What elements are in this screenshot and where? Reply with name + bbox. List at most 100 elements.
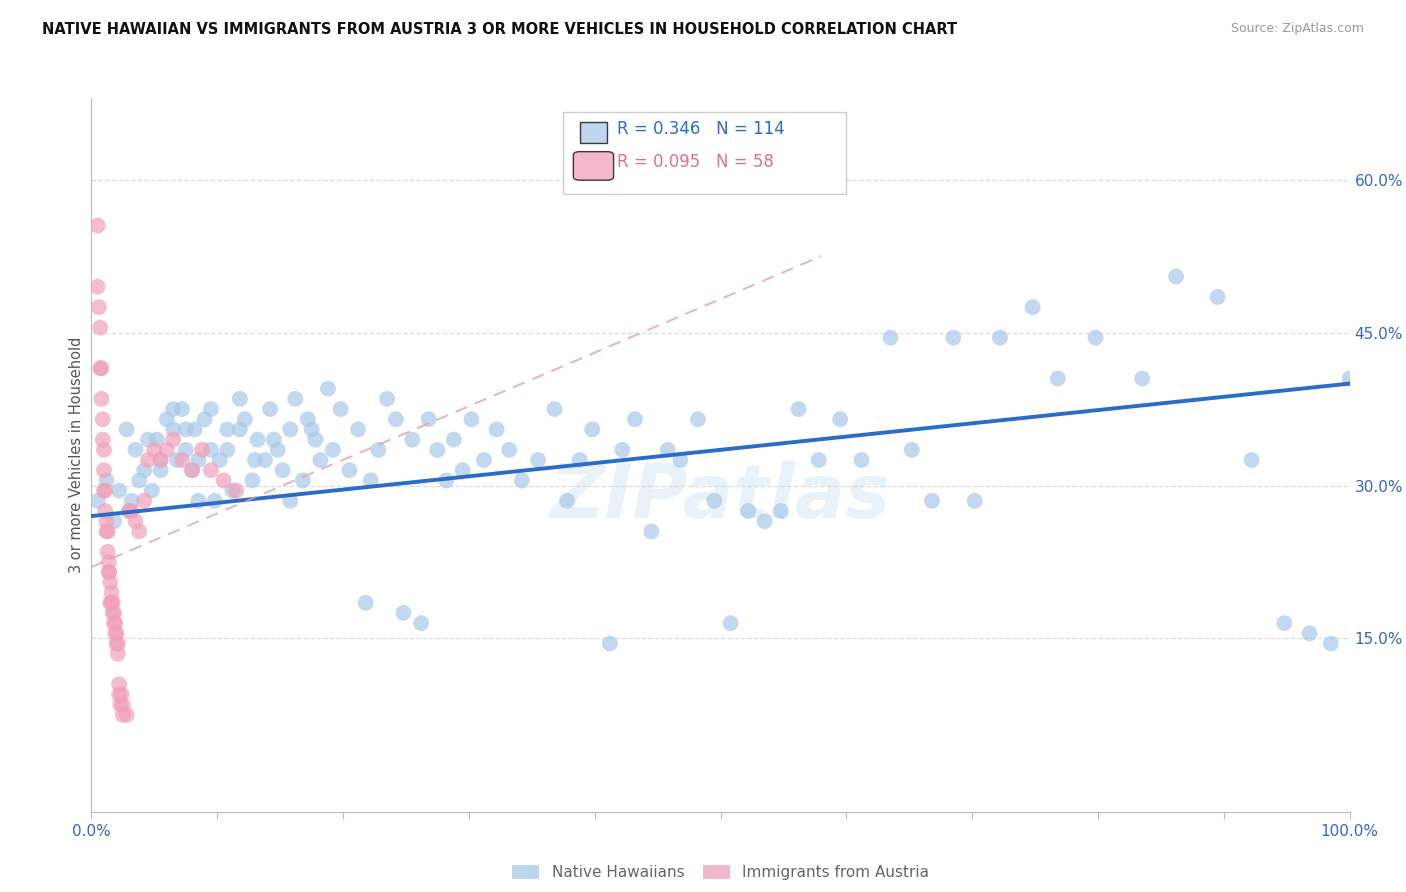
Native Hawaiians <box>166 453 188 467</box>
Immigrants from Austria <box>134 493 156 508</box>
Native Hawaiians <box>229 422 252 436</box>
Immigrants from Austria <box>111 698 134 712</box>
Native Hawaiians <box>669 453 692 467</box>
Native Hawaiians <box>720 616 742 631</box>
Native Hawaiians <box>498 442 520 457</box>
Native Hawaiians <box>194 412 217 426</box>
Native Hawaiians <box>271 463 294 477</box>
Immigrants from Austria <box>105 626 128 640</box>
Immigrants from Austria <box>101 606 124 620</box>
Immigrants from Austria <box>93 483 115 498</box>
Native Hawaiians <box>942 331 965 345</box>
Immigrants from Austria <box>96 514 118 528</box>
Immigrants from Austria <box>101 596 124 610</box>
Native Hawaiians <box>612 442 634 457</box>
Native Hawaiians <box>1339 371 1361 385</box>
Native Hawaiians <box>543 402 565 417</box>
Immigrants from Austria <box>91 412 114 426</box>
Native Hawaiians <box>174 442 197 457</box>
Immigrants from Austria <box>105 636 128 650</box>
Native Hawaiians <box>901 442 924 457</box>
Native Hawaiians <box>1084 331 1107 345</box>
Native Hawaiians <box>141 483 163 498</box>
Immigrants from Austria <box>100 585 122 599</box>
Immigrants from Austria <box>96 524 118 539</box>
Native Hawaiians <box>418 412 440 426</box>
Immigrants from Austria <box>110 688 132 702</box>
Native Hawaiians <box>1130 371 1153 385</box>
Text: R = 0.346   N = 114: R = 0.346 N = 114 <box>617 120 785 137</box>
Immigrants from Austria <box>200 463 222 477</box>
Immigrants from Austria <box>86 219 108 233</box>
Immigrants from Austria <box>98 575 121 590</box>
Native Hawaiians <box>568 453 591 467</box>
Native Hawaiians <box>599 636 621 650</box>
Native Hawaiians <box>527 453 550 467</box>
Native Hawaiians <box>879 331 901 345</box>
Native Hawaiians <box>266 442 288 457</box>
Immigrants from Austria <box>108 677 131 691</box>
Y-axis label: 3 or more Vehicles in Household: 3 or more Vehicles in Household <box>69 337 84 573</box>
Native Hawaiians <box>242 474 264 488</box>
Native Hawaiians <box>103 514 125 528</box>
FancyBboxPatch shape <box>579 121 607 143</box>
Native Hawaiians <box>434 474 457 488</box>
Native Hawaiians <box>309 453 332 467</box>
Immigrants from Austria <box>98 565 121 579</box>
Native Hawaiians <box>1298 626 1320 640</box>
Immigrants from Austria <box>191 442 214 457</box>
Immigrants from Austria <box>162 433 184 447</box>
Immigrants from Austria <box>110 698 132 712</box>
Native Hawaiians <box>988 331 1011 345</box>
Native Hawaiians <box>1046 371 1069 385</box>
Immigrants from Austria <box>170 453 193 467</box>
Native Hawaiians <box>581 422 603 436</box>
Immigrants from Austria <box>90 392 112 406</box>
Native Hawaiians <box>229 392 252 406</box>
Native Hawaiians <box>134 463 156 477</box>
Native Hawaiians <box>254 453 277 467</box>
Immigrants from Austria <box>87 300 110 314</box>
Native Hawaiians <box>354 596 377 610</box>
Native Hawaiians <box>443 433 465 447</box>
Immigrants from Austria <box>103 606 125 620</box>
Native Hawaiians <box>316 382 339 396</box>
FancyBboxPatch shape <box>574 152 613 180</box>
Native Hawaiians <box>1206 290 1229 304</box>
Native Hawaiians <box>170 402 193 417</box>
Native Hawaiians <box>640 524 662 539</box>
Native Hawaiians <box>375 392 398 406</box>
Immigrants from Austria <box>97 524 120 539</box>
Native Hawaiians <box>686 412 709 426</box>
Native Hawaiians <box>208 453 231 467</box>
Immigrants from Austria <box>107 647 129 661</box>
Immigrants from Austria <box>97 545 120 559</box>
Native Hawaiians <box>204 493 226 508</box>
Immigrants from Austria <box>128 524 150 539</box>
Immigrants from Austria <box>143 442 166 457</box>
Immigrants from Austria <box>181 463 204 477</box>
Immigrants from Austria <box>212 474 235 488</box>
Native Hawaiians <box>329 402 352 417</box>
Immigrants from Austria <box>94 483 117 498</box>
Native Hawaiians <box>115 422 138 436</box>
Native Hawaiians <box>1272 616 1295 631</box>
Native Hawaiians <box>108 483 131 498</box>
Native Hawaiians <box>181 463 204 477</box>
Immigrants from Austria <box>118 504 141 518</box>
Native Hawaiians <box>337 463 360 477</box>
Immigrants from Austria <box>149 453 172 467</box>
Native Hawaiians <box>360 474 382 488</box>
Immigrants from Austria <box>225 483 247 498</box>
Native Hawaiians <box>162 422 184 436</box>
Native Hawaiians <box>401 433 423 447</box>
Native Hawaiians <box>385 412 408 426</box>
Native Hawaiians <box>284 392 307 406</box>
Native Hawaiians <box>183 422 205 436</box>
Native Hawaiians <box>555 493 578 508</box>
Native Hawaiians <box>657 442 679 457</box>
Native Hawaiians <box>124 442 146 457</box>
Native Hawaiians <box>146 433 169 447</box>
Native Hawaiians <box>297 412 319 426</box>
Native Hawaiians <box>1240 453 1263 467</box>
